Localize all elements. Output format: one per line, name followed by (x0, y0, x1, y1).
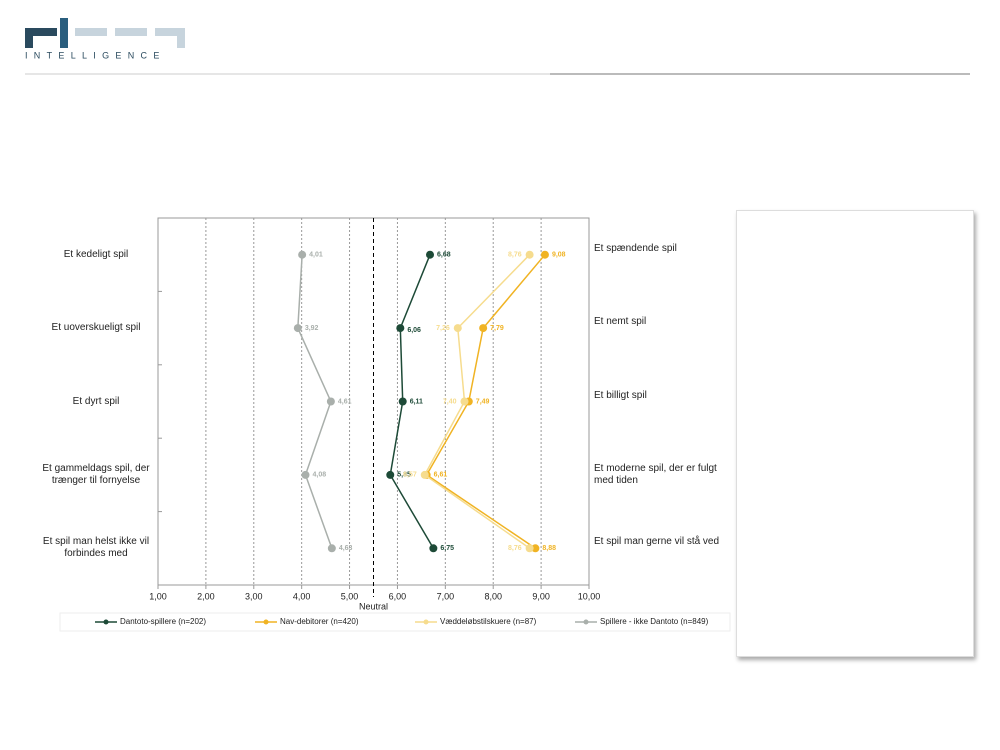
x-tick-label: 4,00 (293, 591, 311, 601)
data-label: 4,63 (339, 545, 353, 552)
data-point (298, 250, 307, 259)
data-point (426, 250, 435, 259)
right-label: Et billigt spil (594, 389, 647, 401)
data-point (293, 324, 302, 333)
legend-marker (263, 619, 269, 625)
logo (25, 18, 185, 48)
data-label: 4,08 (312, 472, 326, 479)
data-label: 7,40 (443, 398, 457, 405)
data-point (479, 324, 488, 333)
data-point (326, 397, 335, 406)
data-label: 5,85 (397, 472, 411, 479)
data-label: 6,57 (403, 472, 417, 479)
data-point (301, 470, 310, 479)
data-label: 9,08 (552, 252, 566, 259)
data-label: 8,88 (542, 545, 556, 552)
data-point (525, 544, 534, 553)
data-point (396, 324, 405, 333)
logo-shape (60, 18, 68, 48)
x-tick-label: 5,00 (341, 591, 359, 601)
logo-shape (177, 28, 185, 48)
data-point (386, 470, 395, 479)
x-tick-label: 3,00 (245, 591, 263, 601)
legend: Dantoto-spillere (n=202) Nav-debitorer (n… (59, 612, 731, 632)
data-point (420, 470, 429, 479)
right-label: Et spændende spil (594, 242, 677, 254)
left-label: Et gammeldags spil, der trænger til forn… (42, 462, 150, 486)
logo-text: INTELLIGENCE (25, 50, 166, 60)
x-tick-label: 7,00 (437, 591, 455, 601)
legend-box (59, 612, 731, 632)
legend-label: Væddeløbstilskuere (n=87) (440, 617, 537, 626)
data-label: 7,49 (476, 398, 490, 405)
logo-shape (25, 28, 33, 48)
data-point (398, 397, 407, 406)
logo-shape (25, 28, 57, 36)
left-label: Et kedeligt spil (63, 248, 129, 260)
x-tick-label: 2,00 (197, 591, 215, 601)
data-label: 6,11 (410, 398, 423, 405)
data-label: 3,92 (305, 325, 319, 332)
data-point (460, 397, 469, 406)
data-point (429, 544, 438, 553)
logo-shape (75, 28, 107, 36)
x-tick-label: 6,00 (389, 591, 407, 601)
data-point (540, 250, 549, 259)
right-label: Et nemt spil (594, 316, 647, 328)
x-tick-label: 8,00 (484, 591, 502, 601)
data-label: 6,61 (434, 472, 448, 479)
data-point (453, 324, 462, 333)
legend-label: Nav-debitorer (n=420) (280, 617, 359, 626)
data-label: 4,61 (338, 398, 352, 405)
data-point (327, 544, 336, 553)
left-label: Et uoverskueligt spil (51, 322, 141, 334)
left-label: Et spil man helst ikke vil forbindes med (42, 536, 150, 560)
right-label: Et spil man gerne vil stå ved (594, 536, 720, 548)
legend-marker (103, 619, 109, 625)
right-label: Et moderne spil, der er fulgt med tiden (594, 462, 717, 486)
data-label: 7,26 (436, 325, 450, 332)
data-label: 6,68 (437, 252, 451, 259)
x-tick-label: 1,00 (149, 591, 167, 601)
neutral-label: Neutral (359, 601, 388, 611)
data-label: 4,01 (309, 252, 323, 259)
legend-marker (583, 619, 589, 625)
data-label: 6,75 (440, 545, 454, 552)
x-tick-label: 10,00 (578, 591, 601, 601)
data-point (525, 250, 534, 259)
data-label: 8,76 (508, 545, 522, 552)
left-label: Et dyrt spil (72, 395, 120, 407)
data-label: 8,76 (508, 252, 522, 259)
data-label: 7,79 (490, 325, 504, 332)
x-tick-label: 9,00 (532, 591, 550, 601)
data-point (531, 544, 540, 553)
side-panel (736, 210, 974, 657)
logo-shape (115, 28, 147, 36)
legend-label: Dantoto-spillere (n=202) (120, 617, 206, 626)
legend-label: Spillere - ikke Dantoto (n=849) (600, 617, 709, 626)
data-label: 6,06 (407, 327, 421, 334)
logo-shape (155, 28, 185, 36)
legend-marker (423, 619, 429, 625)
